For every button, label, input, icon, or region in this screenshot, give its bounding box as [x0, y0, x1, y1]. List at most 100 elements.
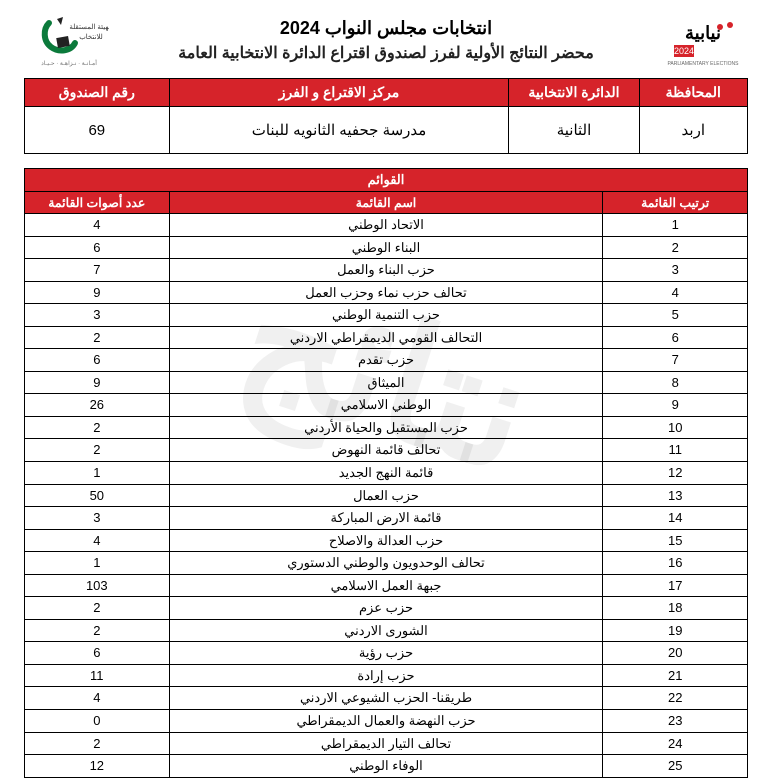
- page-header: نيابية 2024 PARLIAMENTARY ELECTIONS انتخ…: [24, 14, 748, 70]
- list-name: حزب البناء والعمل: [169, 259, 603, 282]
- table-row: 20حزب رؤية6: [25, 642, 748, 665]
- table-row: 1الاتحاد الوطني4: [25, 214, 748, 237]
- list-rank: 21: [603, 664, 748, 687]
- list-rank: 6: [603, 326, 748, 349]
- list-votes: 7: [25, 259, 170, 282]
- list-votes: 26: [25, 394, 170, 417]
- svg-text:أمـانـة · نـزاهـة · حـيـاد: أمـانـة · نـزاهـة · حـيـاد: [41, 58, 97, 67]
- lists-header-name: اسم القائمة: [169, 192, 603, 214]
- list-votes: 3: [25, 507, 170, 530]
- list-votes: 2: [25, 416, 170, 439]
- list-rank: 25: [603, 755, 748, 778]
- page-subtitle: محضر النتائج الأولية لفرز لصندوق اقتراع …: [114, 43, 658, 63]
- info-header-governorate: المحافظة: [639, 79, 747, 107]
- table-row: 22طريقنا- الحزب الشيوعي الاردني4: [25, 687, 748, 710]
- info-header-box: رقم الصندوق: [25, 79, 170, 107]
- list-rank: 22: [603, 687, 748, 710]
- info-header-district: الدائرة الانتخابية: [509, 79, 639, 107]
- list-votes: 1: [25, 552, 170, 575]
- list-rank: 9: [603, 394, 748, 417]
- list-votes: 9: [25, 281, 170, 304]
- list-name: حزب تقدم: [169, 349, 603, 372]
- list-rank: 11: [603, 439, 748, 462]
- list-votes: 2: [25, 326, 170, 349]
- lists-section-title: القوائم: [25, 169, 748, 192]
- table-row: 4تحالف حزب نماء وحزب العمل9: [25, 281, 748, 304]
- lists-header-rank: ترتيب القائمة: [603, 192, 748, 214]
- list-rank: 14: [603, 507, 748, 530]
- list-votes: 103: [25, 574, 170, 597]
- list-rank: 16: [603, 552, 748, 575]
- list-rank: 13: [603, 484, 748, 507]
- info-value-governorate: اربد: [639, 107, 747, 154]
- list-votes: 2: [25, 597, 170, 620]
- table-row: 19الشورى الاردني2: [25, 619, 748, 642]
- page-title: انتخابات مجلس النواب 2024: [114, 18, 658, 39]
- svg-text:نيابية: نيابية: [685, 23, 721, 43]
- list-name: التحالف القومي الديمقراطي الاردني: [169, 326, 603, 349]
- table-row: 7حزب تقدم6: [25, 349, 748, 372]
- svg-text:الهيئة المستقلة: الهيئة المستقلة: [69, 23, 109, 31]
- list-votes: 2: [25, 439, 170, 462]
- list-votes: 6: [25, 349, 170, 372]
- list-name: حزب المستقبل والحياة الأردني: [169, 416, 603, 439]
- table-row: 15حزب العدالة والاصلاح4: [25, 529, 748, 552]
- list-name: حزب رؤية: [169, 642, 603, 665]
- table-row: 10حزب المستقبل والحياة الأردني2: [25, 416, 748, 439]
- list-name: طريقنا- الحزب الشيوعي الاردني: [169, 687, 603, 710]
- table-row: 17جبهة العمل الاسلامي103: [25, 574, 748, 597]
- info-table: المحافظة الدائرة الانتخابية مركز الاقترا…: [24, 78, 748, 154]
- list-name: تحالف التيار الديمقراطي: [169, 732, 603, 755]
- list-name: حزب النهضة والعمال الديمقراطي: [169, 710, 603, 733]
- list-rank: 8: [603, 371, 748, 394]
- table-row: 3حزب البناء والعمل7: [25, 259, 748, 282]
- svg-text:PARLIAMENTARY ELECTIONS: PARLIAMENTARY ELECTIONS: [667, 61, 739, 67]
- list-votes: 4: [25, 214, 170, 237]
- list-rank: 24: [603, 732, 748, 755]
- list-rank: 7: [603, 349, 748, 372]
- table-row: 6التحالف القومي الديمقراطي الاردني2: [25, 326, 748, 349]
- table-row: 8الميثاق9: [25, 371, 748, 394]
- list-rank: 18: [603, 597, 748, 620]
- list-votes: 1: [25, 462, 170, 485]
- list-name: حزب عزم: [169, 597, 603, 620]
- table-row: 2البناء الوطني6: [25, 236, 748, 259]
- list-rank: 4: [603, 281, 748, 304]
- list-votes: 3: [25, 304, 170, 327]
- list-name: تحالف قائمة النهوض: [169, 439, 603, 462]
- list-name: الاتحاد الوطني: [169, 214, 603, 237]
- list-rank: 17: [603, 574, 748, 597]
- info-value-box: 69: [25, 107, 170, 154]
- list-votes: 2: [25, 619, 170, 642]
- list-name: حزب العدالة والاصلاح: [169, 529, 603, 552]
- list-name: قائمة النهج الجديد: [169, 462, 603, 485]
- list-rank: 19: [603, 619, 748, 642]
- list-name: حزب التنمية الوطني: [169, 304, 603, 327]
- list-votes: 4: [25, 687, 170, 710]
- svg-text:2024: 2024: [674, 46, 694, 56]
- list-rank: 23: [603, 710, 748, 733]
- list-votes: 9: [25, 371, 170, 394]
- table-row: 11تحالف قائمة النهوض2: [25, 439, 748, 462]
- list-rank: 5: [603, 304, 748, 327]
- list-rank: 12: [603, 462, 748, 485]
- logo-iec: الهيئة المستقلة للانتخاب أمـانـة · نـزاه…: [24, 14, 114, 70]
- table-row: 24تحالف التيار الديمقراطي2: [25, 732, 748, 755]
- list-name: الشورى الاردني: [169, 619, 603, 642]
- list-votes: 6: [25, 642, 170, 665]
- lists-table: القوائم ترتيب القائمة اسم القائمة عدد أص…: [24, 168, 748, 778]
- table-row: 9الوطني الاسلامي26: [25, 394, 748, 417]
- svg-text:للانتخاب: للانتخاب: [79, 33, 103, 41]
- list-name: قائمة الارض المباركة: [169, 507, 603, 530]
- list-name: الوطني الاسلامي: [169, 394, 603, 417]
- table-row: 23حزب النهضة والعمال الديمقراطي0: [25, 710, 748, 733]
- list-rank: 3: [603, 259, 748, 282]
- info-value-center: مدرسة جحفيه الثانويه للبنات: [169, 107, 509, 154]
- list-name: تحالف حزب نماء وحزب العمل: [169, 281, 603, 304]
- list-votes: 6: [25, 236, 170, 259]
- table-row: 25الوفاء الوطني12: [25, 755, 748, 778]
- list-votes: 50: [25, 484, 170, 507]
- info-header-center: مركز الاقتراع و الفرز: [169, 79, 509, 107]
- list-votes: 11: [25, 664, 170, 687]
- list-votes: 4: [25, 529, 170, 552]
